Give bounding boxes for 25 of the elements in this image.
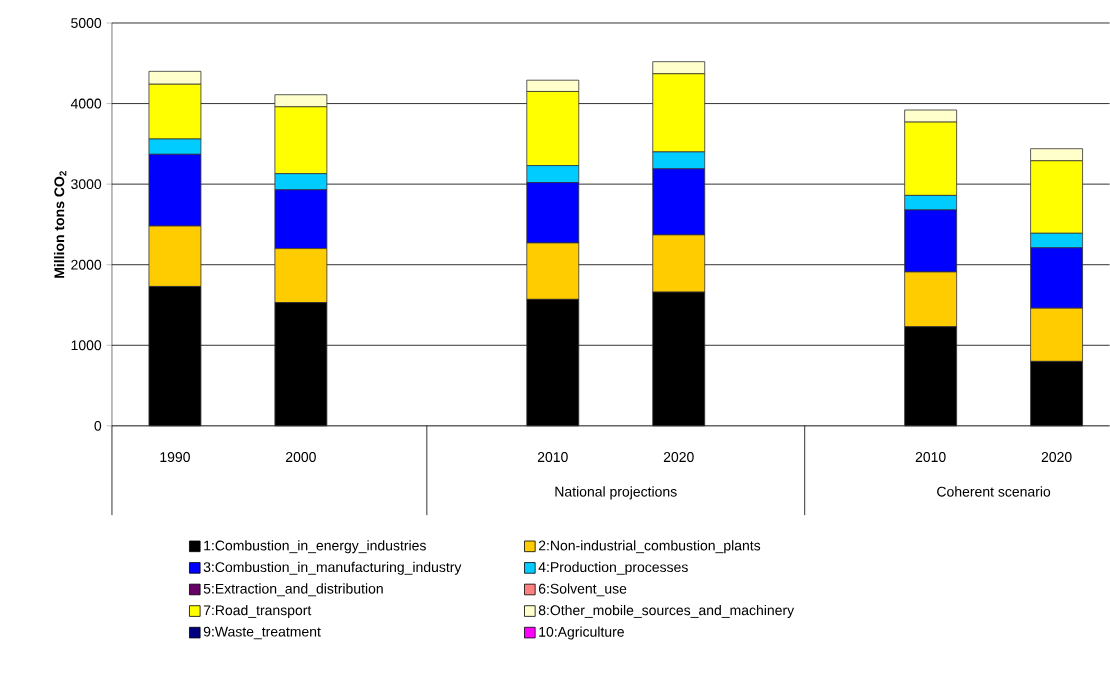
x-tick-label: 2000	[286, 452, 316, 463]
x-tick-label: 1990	[160, 452, 190, 463]
legend-label: 4:Production_processes	[538, 561, 688, 575]
y-tick-label: 2000	[71, 259, 102, 270]
legend-label: 8:Other_mobile_sources_and_machinery	[538, 605, 795, 619]
legend-label: 2:Non-industrial_combustion_plants	[538, 540, 761, 554]
x-tick-label: 2010	[915, 452, 946, 463]
legend-label: 1:Combustion_in_energy_industries	[204, 540, 426, 554]
legend-label: 3:Combustion_in_manufacturing_industry	[203, 561, 462, 575]
legend-label: 6:Solvent_use	[538, 583, 627, 597]
y-tick-label: 0	[94, 421, 102, 431]
y-tick-label: 5000	[71, 18, 102, 29]
x-tick-label: 2020	[663, 452, 694, 463]
text: National projections	[555, 486, 677, 500]
y-tick-label: 1000	[71, 340, 102, 351]
x-tick-label: 2020	[1041, 452, 1072, 463]
legend-label: 5:Extraction_and_distribution	[203, 583, 383, 597]
y-tick-label: 4000	[70, 98, 102, 109]
y-axis-title: Million tons CO$_{2}$	[53, 171, 67, 278]
legend-label: 10:Agriculture	[539, 626, 624, 640]
legend-label: 7:Road_transport	[203, 605, 312, 619]
text: Coherent scenario	[937, 486, 1051, 497]
legend-label: 9:Waste_treatment	[203, 626, 321, 640]
y-tick-label: 3000	[71, 179, 102, 190]
x-tick-label: 2010	[537, 452, 568, 463]
